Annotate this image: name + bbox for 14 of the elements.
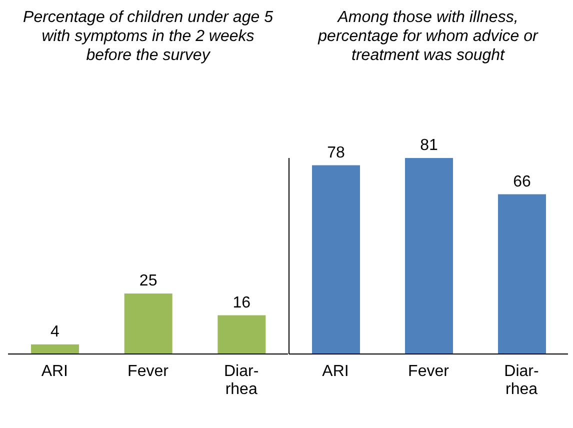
data-label: 25 [139,272,158,290]
chart-title: Among those with illness, percentage for whom advice or treatment was sought [316,8,540,66]
data-label: 81 [420,137,438,154]
data-label: 4 [50,323,60,340]
x-tick-label: ARI [322,363,349,380]
data-label: 16 [232,294,251,312]
data-label: 78 [327,144,345,162]
x-tick-label: ARI [41,363,68,380]
chart-title: Percentage of children under age 5 with symptoms in the 2 weeks before the survey [22,8,274,66]
x-tick-label: Diar- rhea [224,363,259,398]
x-tick-label: Fever [128,363,170,380]
x-tick-label: Fever [408,363,450,380]
x-tick-label: Diar- rhea [504,363,539,398]
data-label: 66 [513,173,531,190]
